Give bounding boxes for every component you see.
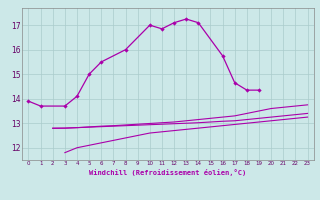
X-axis label: Windchill (Refroidissement éolien,°C): Windchill (Refroidissement éolien,°C): [89, 169, 247, 176]
